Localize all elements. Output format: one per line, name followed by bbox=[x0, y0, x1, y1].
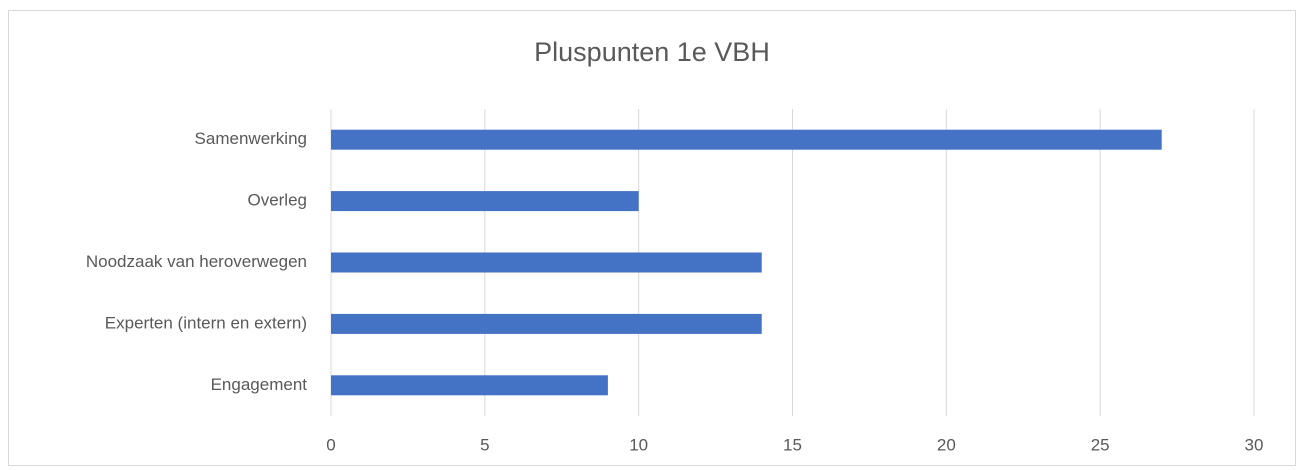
x-tick-label: 15 bbox=[783, 435, 802, 454]
x-tick-label: 30 bbox=[1245, 435, 1264, 454]
bar bbox=[331, 313, 762, 334]
x-tick-label: 25 bbox=[1091, 435, 1110, 454]
bar bbox=[331, 129, 1162, 150]
x-tick-label: 20 bbox=[937, 435, 956, 454]
y-tick-label: Noodzaak van heroverwegen bbox=[86, 252, 307, 271]
bar bbox=[331, 375, 608, 396]
y-tick-label: Samenwerking bbox=[195, 129, 307, 148]
bar bbox=[331, 252, 762, 273]
chart-frame bbox=[8, 10, 1296, 466]
x-tick-label: 5 bbox=[480, 435, 489, 454]
y-tick-label: Experten (intern en extern) bbox=[105, 313, 307, 332]
x-tick-label: 0 bbox=[326, 435, 335, 454]
chart-title: Pluspunten 1e VBH bbox=[534, 37, 770, 67]
y-tick-label: Overleg bbox=[247, 191, 307, 210]
bar bbox=[331, 191, 639, 212]
y-tick-label: Engagement bbox=[211, 375, 308, 394]
x-tick-label: 10 bbox=[629, 435, 648, 454]
